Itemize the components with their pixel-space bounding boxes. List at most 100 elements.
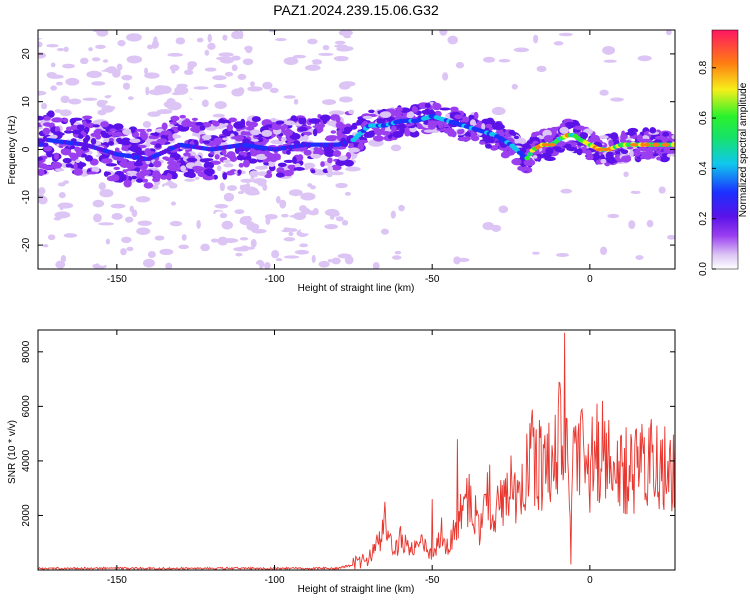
- spectrogram-cell: [38, 115, 45, 121]
- spectrogram-cell: [421, 109, 429, 114]
- spectrogram-cell: [154, 143, 162, 149]
- spectrogram-xtick-label: -150: [107, 274, 127, 285]
- spectrogram-cell: [564, 121, 575, 128]
- spectrogram-cell: [239, 237, 249, 241]
- spectrogram-cell: [76, 124, 85, 131]
- spectrogram-cell: [135, 178, 144, 183]
- spectrogram-cell: [113, 166, 121, 170]
- spectrogram-cell: [107, 141, 114, 145]
- spectrogram-cell: [427, 120, 438, 128]
- spectrogram-cell: [658, 186, 666, 194]
- spectrogram-cell: [101, 105, 114, 113]
- spectrogram-cell: [157, 138, 168, 143]
- spectrogram-cell: [286, 138, 292, 142]
- spectrogram-cell: [495, 142, 500, 147]
- spectrogram-cell: [326, 135, 339, 140]
- spectrogram-cell: [121, 236, 132, 244]
- spectrogram-cell: [654, 135, 664, 140]
- spectrogram-cell: [292, 54, 307, 59]
- spectrogram-cell: [38, 30, 48, 39]
- colorbar-tick-label: 0.4: [698, 161, 709, 175]
- spectrogram-cell: [38, 52, 47, 59]
- spectrogram-cell: [490, 145, 499, 151]
- spectrogram-cell: [449, 106, 459, 112]
- spectrogram-cell: [264, 152, 275, 158]
- spectrogram-cell: [170, 201, 177, 206]
- spectrogram-cell: [395, 133, 403, 137]
- spectrogram-cell: [443, 127, 455, 135]
- spectrogram-cell: [141, 178, 149, 183]
- spectrogram-cell: [637, 55, 652, 62]
- spectrogram-cell: [324, 223, 338, 230]
- spectrogram-cell: [303, 162, 316, 169]
- spectrogram-cell: [223, 163, 234, 168]
- spectrogram-cell: [239, 152, 246, 156]
- spectrogram-cell: [122, 128, 133, 135]
- spectrogram-cell: [174, 86, 189, 95]
- spectrogram-cell: [247, 86, 263, 92]
- spectrogram-cell: [344, 255, 354, 265]
- spectrogram-cell: [51, 117, 64, 123]
- spectrogram-cell: [154, 131, 160, 137]
- spectrogram-cell: [148, 135, 156, 140]
- snr-xtick-label: -100: [265, 575, 285, 586]
- spectrogram-cell: [204, 67, 217, 72]
- spectrogram-cell: [176, 83, 188, 89]
- spectrogram-cell: [326, 171, 333, 178]
- spectrogram-cell: [201, 99, 209, 108]
- spectrogram-cell: [96, 30, 109, 37]
- spectrogram-cell: [558, 141, 566, 147]
- spectrogram-cell: [239, 183, 248, 192]
- spectrogram-cell: [46, 44, 59, 48]
- spectrogram-cell: [100, 121, 109, 128]
- spectrogram-cell: [488, 174, 504, 179]
- spectrogram-cell: [300, 205, 306, 211]
- spectrogram-cell: [454, 114, 463, 120]
- spectrogram-cell: [222, 34, 228, 41]
- spectrogram-cell: [277, 162, 287, 168]
- spectrogram-cell: [251, 116, 261, 123]
- spectrogram-cell: [98, 260, 107, 266]
- spectrogram-cell: [249, 170, 259, 177]
- spectrogram-cell: [465, 131, 471, 138]
- spectrogram-cell: [288, 231, 294, 237]
- spectrogram-cell: [64, 129, 73, 134]
- spectrogram-cell: [58, 144, 64, 149]
- spectrogram-cell: [122, 82, 131, 90]
- snr-ytick-label: 6000: [21, 395, 32, 418]
- spectrogram-cell: [92, 124, 100, 128]
- spectrogram-cell: [90, 137, 97, 145]
- spectrogram-cell: [508, 129, 516, 135]
- spectrogram-cell: [213, 83, 227, 89]
- snr-panel: -150 -100 -50 0 2000 4000 6000 8000 Height of s…: [7, 329, 676, 595]
- spectrogram-cell: [573, 125, 586, 130]
- spectrogram-cell: [62, 180, 70, 184]
- spectrogram-cell: [487, 138, 495, 143]
- spectrogram-cell: [193, 166, 206, 173]
- spectrogram-cell: [221, 148, 227, 155]
- spectrogram-cell: [143, 182, 154, 189]
- spectrogram-cell: [277, 225, 284, 231]
- spectrogram-cell: [541, 152, 552, 159]
- spectrogram-cell: [372, 261, 380, 269]
- spectrogram-cell: [212, 75, 227, 81]
- spectrogram-cell: [93, 213, 102, 223]
- spectrogram-cell: [380, 228, 389, 235]
- spectrogram-cell: [666, 153, 672, 158]
- spectrogram-cell: [154, 85, 167, 93]
- spectrogram-cell: [228, 117, 238, 123]
- colorbar-tick-label: 0.8: [698, 60, 709, 74]
- spectrogram-cell: [123, 179, 132, 188]
- spectrogram-cell: [227, 185, 238, 191]
- spectrogram-cell: [169, 121, 178, 125]
- spectrogram-cell: [398, 204, 405, 212]
- spectrogram-cell: [59, 109, 72, 117]
- snr-ytick-label: 4000: [21, 449, 32, 472]
- spectrogram-cell: [142, 120, 152, 128]
- spectrogram-cell: [126, 33, 142, 42]
- spectrogram-cell: [254, 53, 270, 61]
- spectrogram-cell: [82, 137, 89, 144]
- spectrogram-cell: [468, 114, 475, 120]
- colorbar-ticks: 0.0 0.2 0.4 0.6 0.8: [698, 60, 716, 276]
- spectrogram-cell: [302, 134, 309, 142]
